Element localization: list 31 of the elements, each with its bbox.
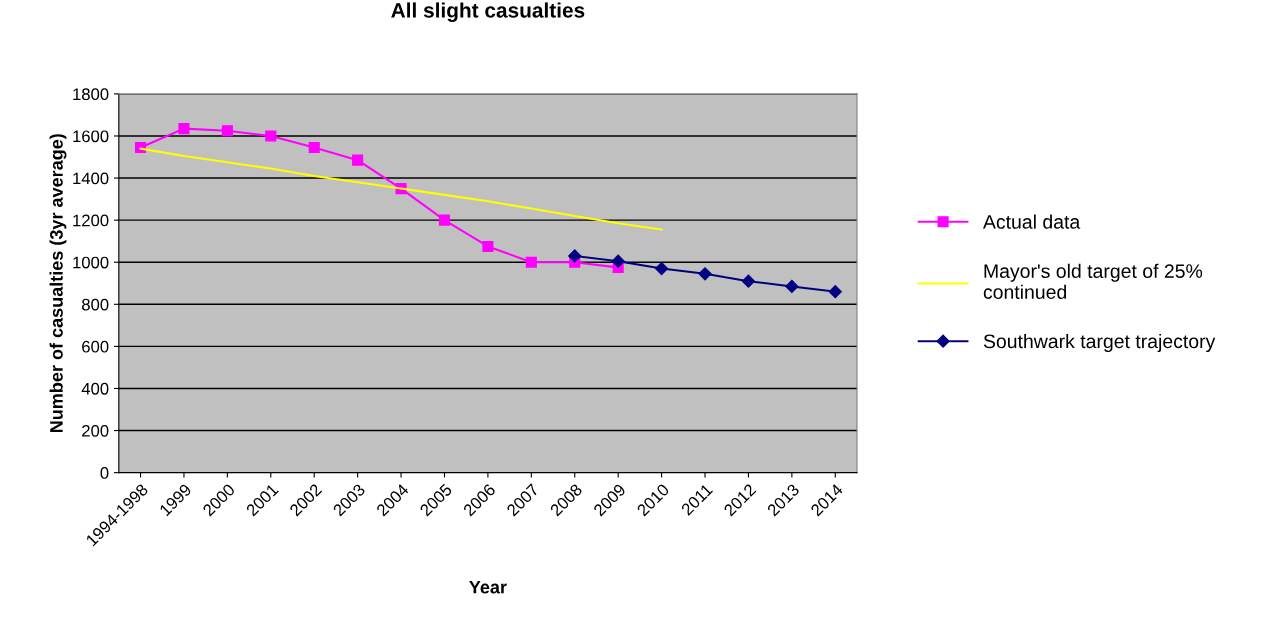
- y-tick-label: 1000: [73, 256, 109, 269]
- point: [221, 125, 233, 137]
- legend-label: Southwark target trajectory: [983, 333, 1216, 353]
- point: [525, 256, 537, 268]
- point: [178, 123, 190, 135]
- y-tick-label: 400: [81, 382, 109, 395]
- point: [698, 267, 712, 281]
- legend-label: Mayor's old target of 25% continued: [983, 263, 1203, 299]
- point: [265, 130, 277, 142]
- y-tick-label: 0: [100, 467, 109, 479]
- y-tick-label: 1200: [73, 214, 109, 227]
- point: [655, 261, 669, 276]
- x-axis-title: Year: [469, 580, 507, 594]
- point: [568, 249, 582, 263]
- legend-label: Actual data: [982, 214, 1081, 229]
- point: [828, 285, 842, 299]
- point: [482, 240, 494, 253]
- y-tick-label: 1800: [73, 88, 109, 101]
- y-tick-label: 800: [82, 298, 109, 311]
- point: [741, 274, 756, 288]
- point: [308, 141, 320, 154]
- y-tick-label: 1600: [73, 130, 109, 143]
- point: [785, 279, 799, 294]
- point: [438, 214, 451, 226]
- y-tick-label: 600: [82, 340, 109, 353]
- y-tick-label: 200: [82, 424, 109, 437]
- point: [352, 154, 364, 166]
- y-tick-label: 1400: [73, 172, 109, 185]
- y-axis-title: Number of casualties (3yr average): [49, 134, 67, 433]
- chart-title: All slight casualties: [391, 2, 585, 22]
- point: [611, 254, 625, 268]
